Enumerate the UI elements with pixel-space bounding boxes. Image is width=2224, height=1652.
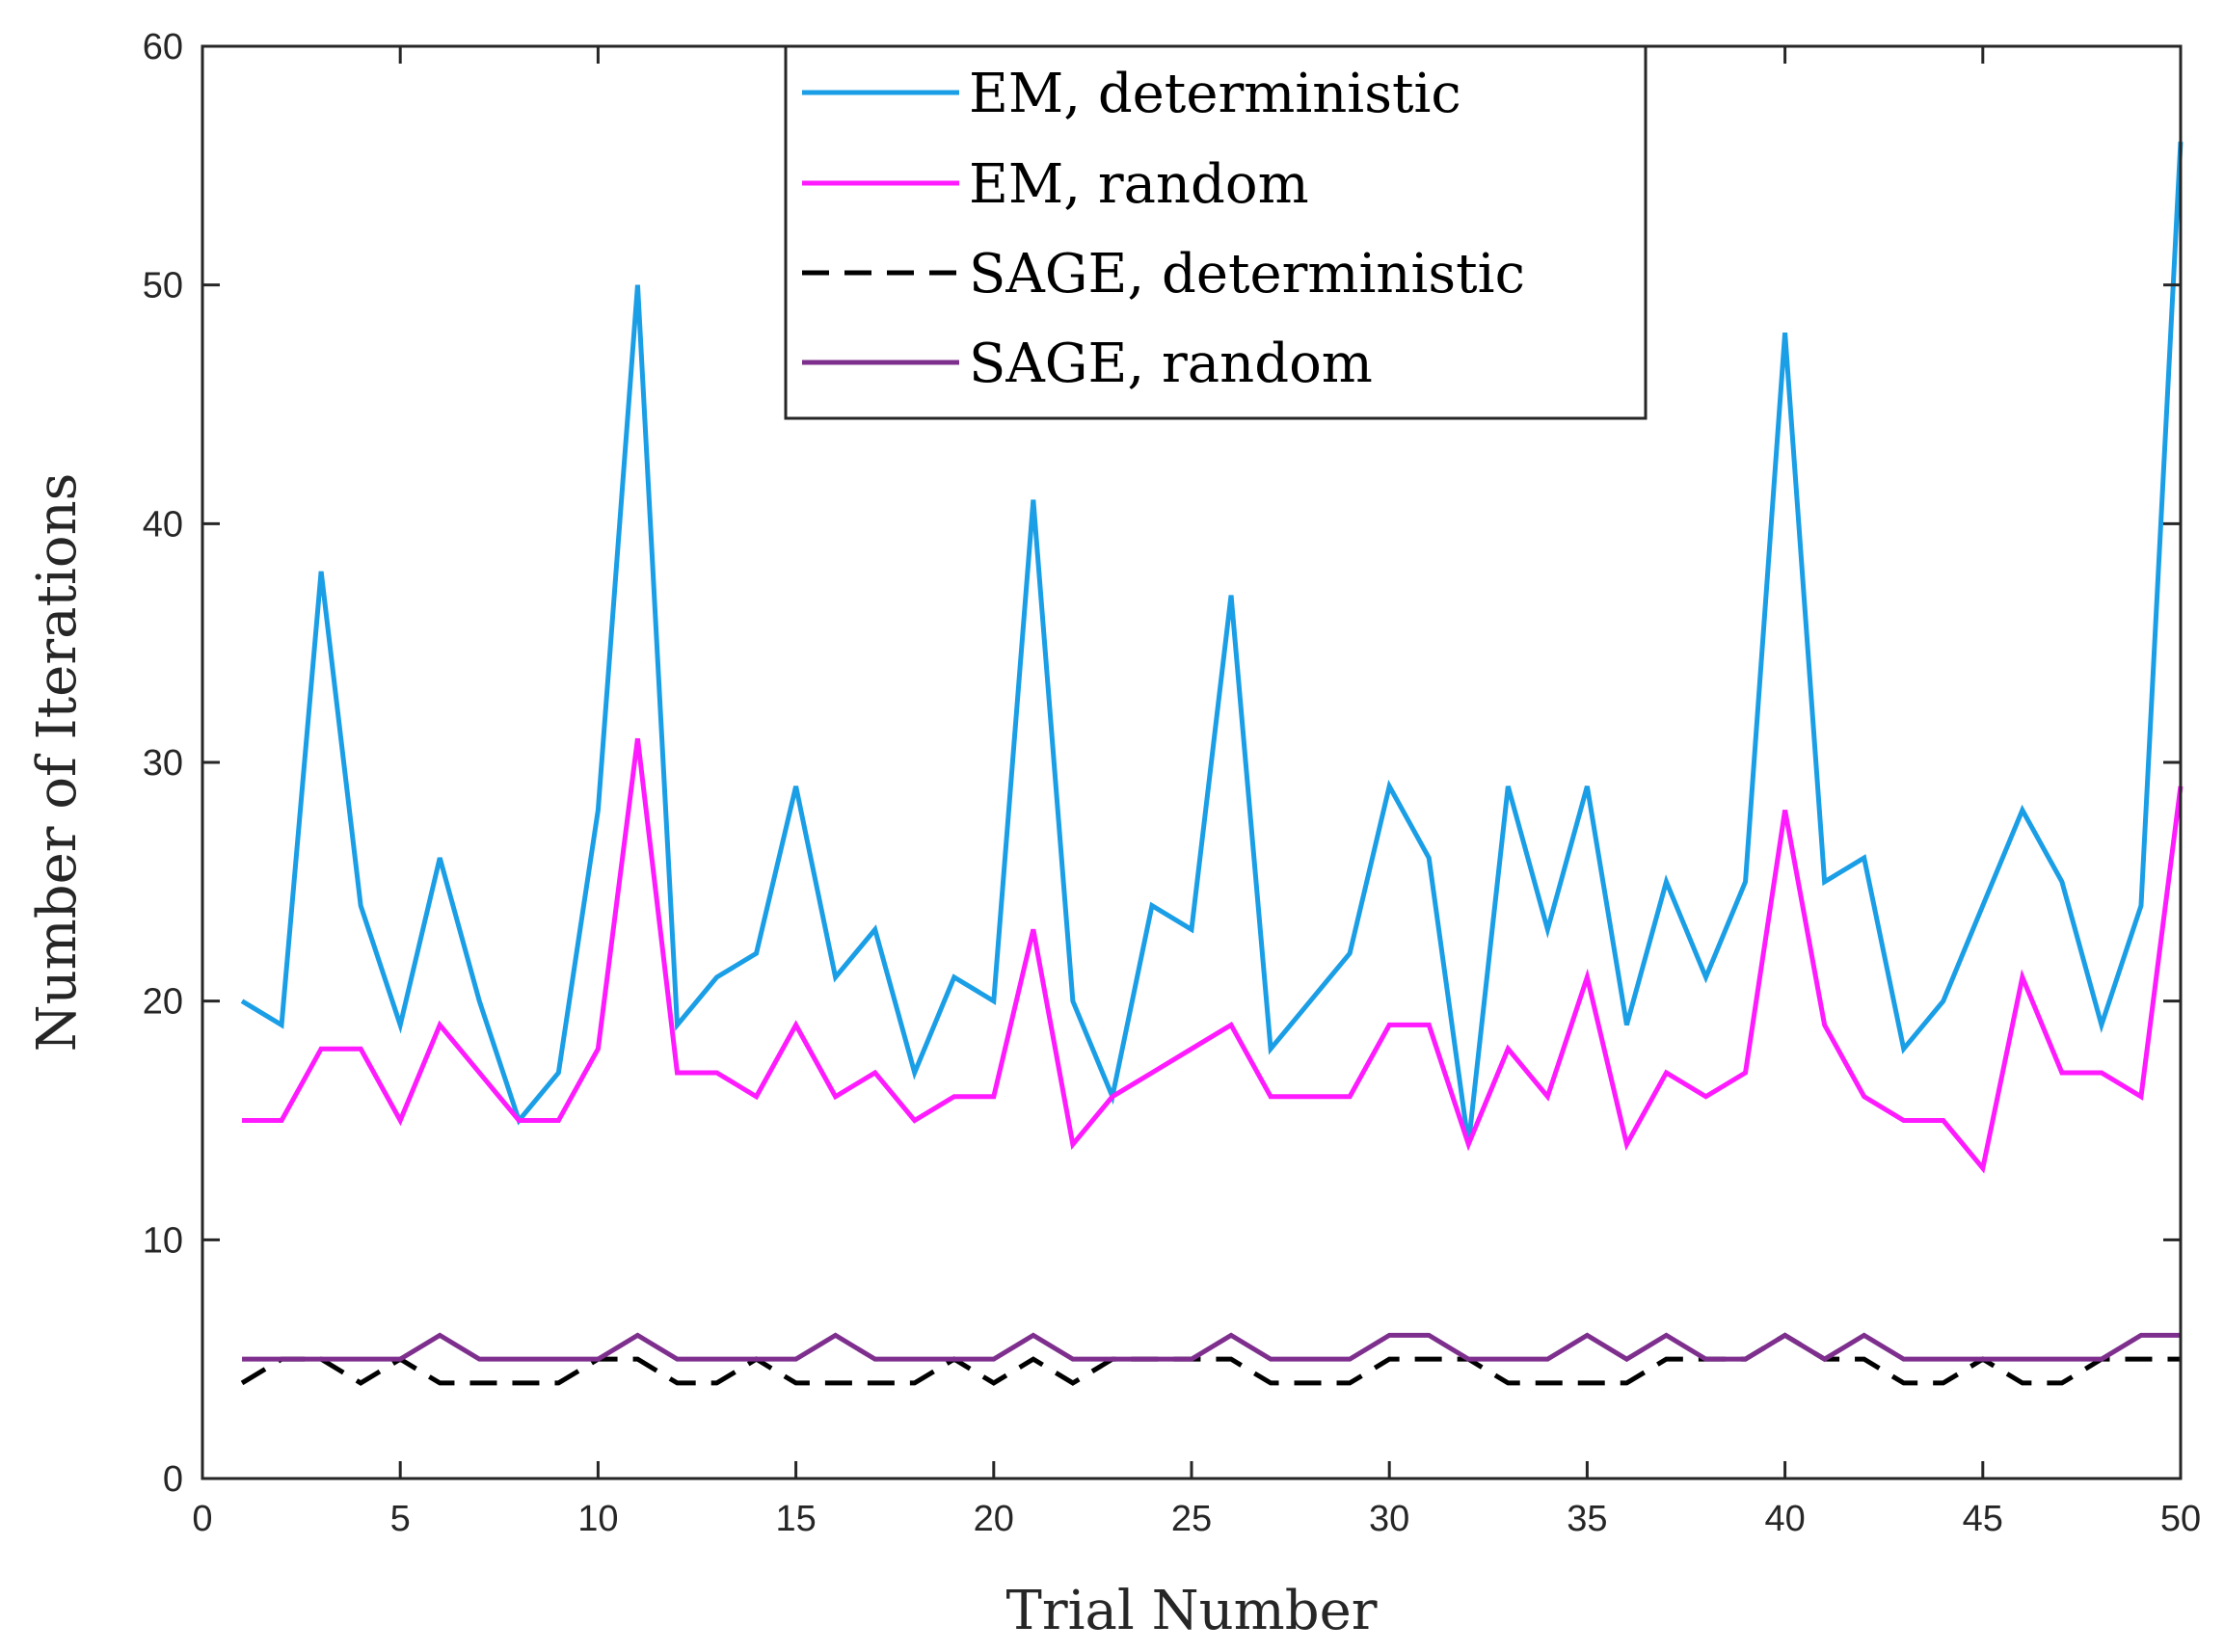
y-tick-label: 0 bbox=[163, 1459, 183, 1500]
series-line-em-deterministic bbox=[240, 141, 2184, 1145]
legend-label: EM, random bbox=[969, 153, 1309, 216]
legend: EM, deterministic EM, random SAGE, determi… bbox=[784, 44, 1648, 420]
x-tick-label: 5 bbox=[390, 1499, 411, 1539]
x-tick-label: 20 bbox=[974, 1499, 1014, 1539]
y-tick-label: 60 bbox=[143, 27, 183, 67]
y-tick-label: 30 bbox=[143, 743, 183, 784]
x-tick-label: 25 bbox=[1171, 1499, 1212, 1539]
y-axis-title: Number of Iterations bbox=[26, 473, 89, 1052]
x-tick-label: 35 bbox=[1567, 1499, 1607, 1539]
y-tick-label: 40 bbox=[143, 504, 183, 545]
y-tick-label: 10 bbox=[143, 1220, 183, 1261]
series-line-sage-random bbox=[242, 1332, 2181, 1363]
legend-label: SAGE, random bbox=[969, 333, 1373, 395]
x-tick-label: 40 bbox=[1764, 1499, 1805, 1539]
ticks-layer: 0 5 10 15 20 25 30 35 40 45 50 0 10 20 30 40 50 60 bbox=[143, 27, 2201, 1539]
x-tick-label: 30 bbox=[1369, 1499, 1409, 1539]
legend-box bbox=[784, 44, 1648, 420]
x-tick-label: 15 bbox=[775, 1499, 816, 1539]
legend-label: EM, deterministic bbox=[969, 63, 1461, 125]
y-tick-label: 50 bbox=[143, 266, 183, 306]
series-line-em-random bbox=[242, 737, 2184, 1174]
x-tick-label: 0 bbox=[192, 1499, 212, 1539]
series-layer bbox=[240, 141, 2184, 1386]
series-line-sage-deterministic bbox=[240, 1332, 2181, 1386]
y-tick-label: 20 bbox=[143, 982, 183, 1023]
legend-label: SAGE, deterministic bbox=[969, 243, 1525, 306]
x-tick-label: 10 bbox=[577, 1499, 618, 1539]
x-axis-title: Trial Number bbox=[1005, 1580, 1377, 1642]
x-tick-label: 50 bbox=[2160, 1499, 2201, 1539]
x-tick-label: 45 bbox=[1963, 1499, 2003, 1539]
